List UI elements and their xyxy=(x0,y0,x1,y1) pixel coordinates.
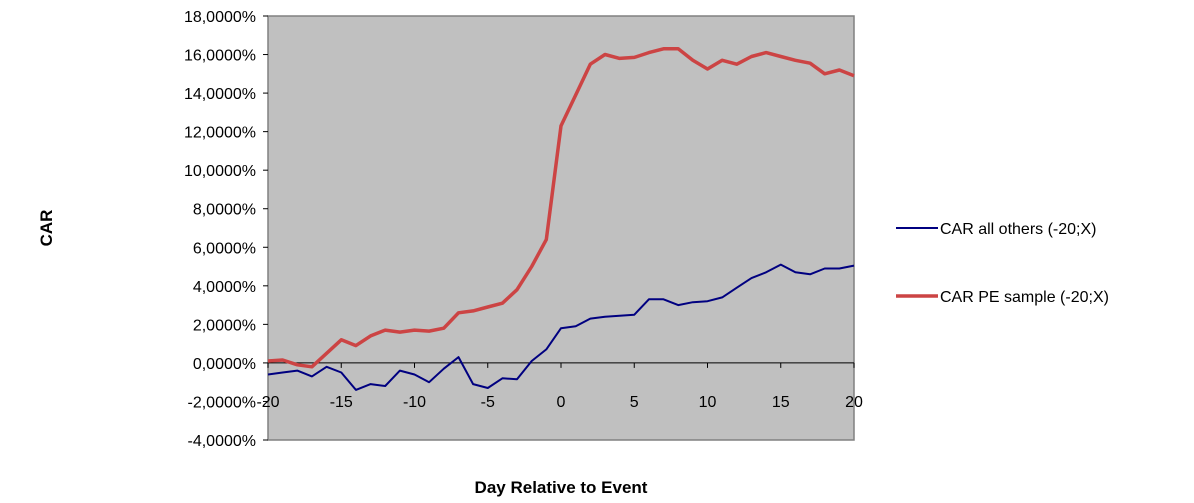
y-axis: -4,0000% -2,0000% 0,0000% 2,0000% 4,0000% 6,0… xyxy=(184,9,268,450)
series-line-1 xyxy=(267,263,855,391)
y-tick-label: 0,0000% xyxy=(193,356,256,373)
legend: CAR all others (-20;X) CAR PE sample (-20… xyxy=(896,221,1109,306)
plot-area xyxy=(267,15,855,441)
y-tick-label: 14,0000% xyxy=(184,86,256,103)
x-tick-label: -10 xyxy=(403,394,426,411)
y-tick-label: 10,0000% xyxy=(184,163,256,180)
x-tick-label: 10 xyxy=(699,394,717,411)
y-tick-label: 18,0000% xyxy=(184,9,256,26)
x-tick-label: 15 xyxy=(772,394,790,411)
x-tick-label: -20 xyxy=(256,394,279,411)
legend-label-1: CAR all others (-20;X) xyxy=(940,221,1097,238)
x-tick-label: -15 xyxy=(330,394,353,411)
y-tick-label: 2,0000% xyxy=(193,317,256,334)
y-axis-title: CAR xyxy=(37,210,56,247)
x-axis: -20 -15 -10 -5 0 5 10 15 20 xyxy=(256,362,863,411)
x-tick-label: 0 xyxy=(557,394,566,411)
y-tick-label: -4,0000% xyxy=(188,433,257,450)
series-line-2 xyxy=(267,47,855,369)
y-tick-label: 4,0000% xyxy=(193,279,256,296)
y-tick-label: 12,0000% xyxy=(184,125,256,142)
y-tick-label: 6,0000% xyxy=(193,240,256,257)
x-tick-label: 5 xyxy=(630,394,639,411)
x-axis-title: Day Relative to Event xyxy=(475,478,648,497)
y-tick-label: 16,0000% xyxy=(184,48,256,65)
x-tick-label: -5 xyxy=(481,394,495,411)
legend-label-2: CAR PE sample (-20;X) xyxy=(940,289,1109,306)
y-tick-label: -2,0000% xyxy=(188,394,257,411)
series-lines xyxy=(267,47,855,391)
y-tick-label: 8,0000% xyxy=(193,202,256,219)
x-tick-label: 20 xyxy=(845,394,863,411)
